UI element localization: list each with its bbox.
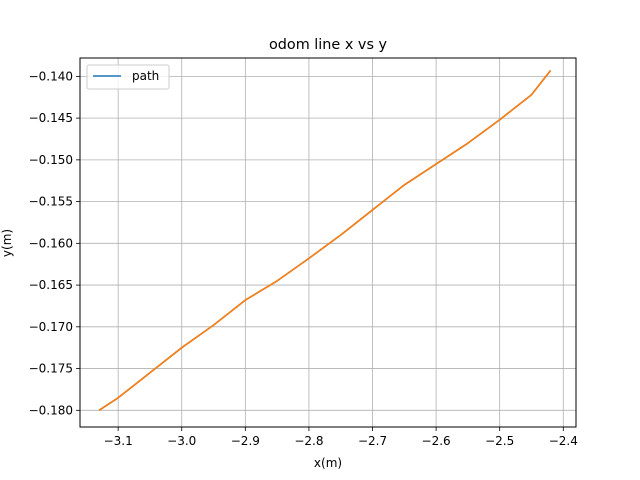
x-tick-label: −2.6	[422, 434, 451, 448]
x-tick-label: −3.1	[104, 434, 133, 448]
y-tick-label: −0.170	[29, 320, 73, 334]
x-tick-label: −2.5	[485, 434, 514, 448]
x-axis: −3.1 −3.0 −2.9 −2.8 −2.7 −2.6 −2.5 −2.4	[104, 427, 578, 448]
x-tick-label: −2.9	[231, 434, 260, 448]
legend: path	[86, 64, 170, 90]
y-tick-label: −0.160	[29, 236, 73, 250]
y-tick-label: −0.150	[29, 153, 73, 167]
x-tick-label: −3.0	[167, 434, 196, 448]
chart-title: odom line x vs y	[269, 37, 388, 53]
grid	[80, 58, 576, 427]
x-axis-label: x(m)	[314, 456, 342, 470]
series-line-1	[98, 70, 552, 411]
x-tick-label: −2.7	[358, 434, 387, 448]
plot-frame	[79, 57, 577, 428]
legend-label-path: path	[132, 69, 159, 83]
y-tick-label: −0.165	[29, 278, 73, 292]
x-tick-label: −2.4	[549, 434, 578, 448]
y-axis: −0.180 −0.175 −0.170 −0.165 −0.160 −0.155 −0.1…	[29, 69, 80, 417]
y-tick-label: −0.180	[29, 403, 73, 417]
y-tick-label: −0.145	[29, 111, 73, 125]
x-tick-label: −2.8	[294, 434, 323, 448]
legend-box	[86, 64, 170, 90]
y-tick-label: −0.175	[29, 362, 73, 376]
series-layer	[98, 70, 552, 411]
y-tick-label: −0.140	[29, 69, 73, 83]
y-axis-label: y(m)	[0, 229, 14, 257]
y-tick-label: −0.155	[29, 195, 73, 209]
